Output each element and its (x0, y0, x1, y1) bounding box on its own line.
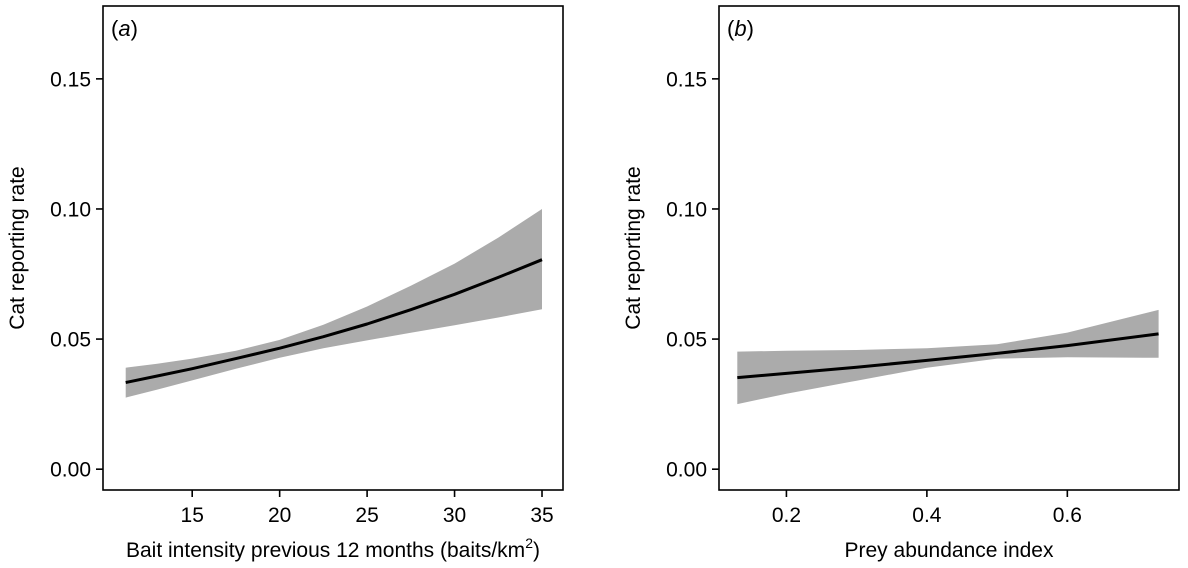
x-tick-label: 30 (443, 504, 466, 527)
y-tick-label: 0.10 (666, 198, 707, 221)
x-tick-label: 20 (268, 504, 291, 527)
x-axis-title-text: Prey abundance index (845, 539, 1054, 562)
y-tick-label: 0.05 (50, 329, 91, 352)
y-axis-title: Cat reporting rate (622, 166, 645, 329)
panel-label: (b) (727, 16, 754, 41)
panel-label: (a) (111, 16, 138, 41)
y-tick-label: 0.15 (666, 68, 707, 91)
x-tick-label: 15 (181, 504, 204, 527)
fitted-line (125, 258, 543, 384)
x-axis-title: Bait intensity previous 12 months (baits… (126, 535, 540, 562)
panel-letter: b (734, 16, 746, 41)
x-tick-label: 0.4 (912, 504, 942, 527)
y-tick-label: 0.00 (666, 459, 707, 482)
x-tick-label: 35 (530, 504, 553, 527)
y-tick-label: 0.05 (666, 329, 707, 352)
x-tick-label: 25 (355, 504, 378, 527)
x-tick-label: 0.6 (1053, 504, 1082, 527)
y-axis-title: Cat reporting rate (6, 166, 29, 329)
panel-a: 0.00 0.05 0.10 0.15 15 20 25 30 35 (a) Bait intens… (6, 5, 564, 562)
x-tick-label: 0.2 (772, 504, 801, 527)
x-axis-title-superscript: 2 (525, 535, 533, 551)
panel-letter: a (118, 16, 130, 41)
panel-b: 0.00 0.05 0.10 0.15 0.2 0.4 0.6 (b) Prey abundan… (622, 5, 1180, 562)
x-axis-title-suffix: ) (533, 539, 540, 562)
fitted-line (737, 332, 1159, 380)
y-tick-label: 0.15 (50, 68, 91, 91)
y-tick-label: 0.00 (50, 459, 91, 482)
panel-border (102, 5, 564, 491)
confidence-band (125, 209, 542, 398)
panel-border (718, 5, 1180, 491)
x-axis-title: Prey abundance index (845, 539, 1054, 562)
x-axis-title-text: Bait intensity previous 12 months (baits… (126, 539, 525, 562)
y-tick-label: 0.10 (50, 198, 91, 221)
